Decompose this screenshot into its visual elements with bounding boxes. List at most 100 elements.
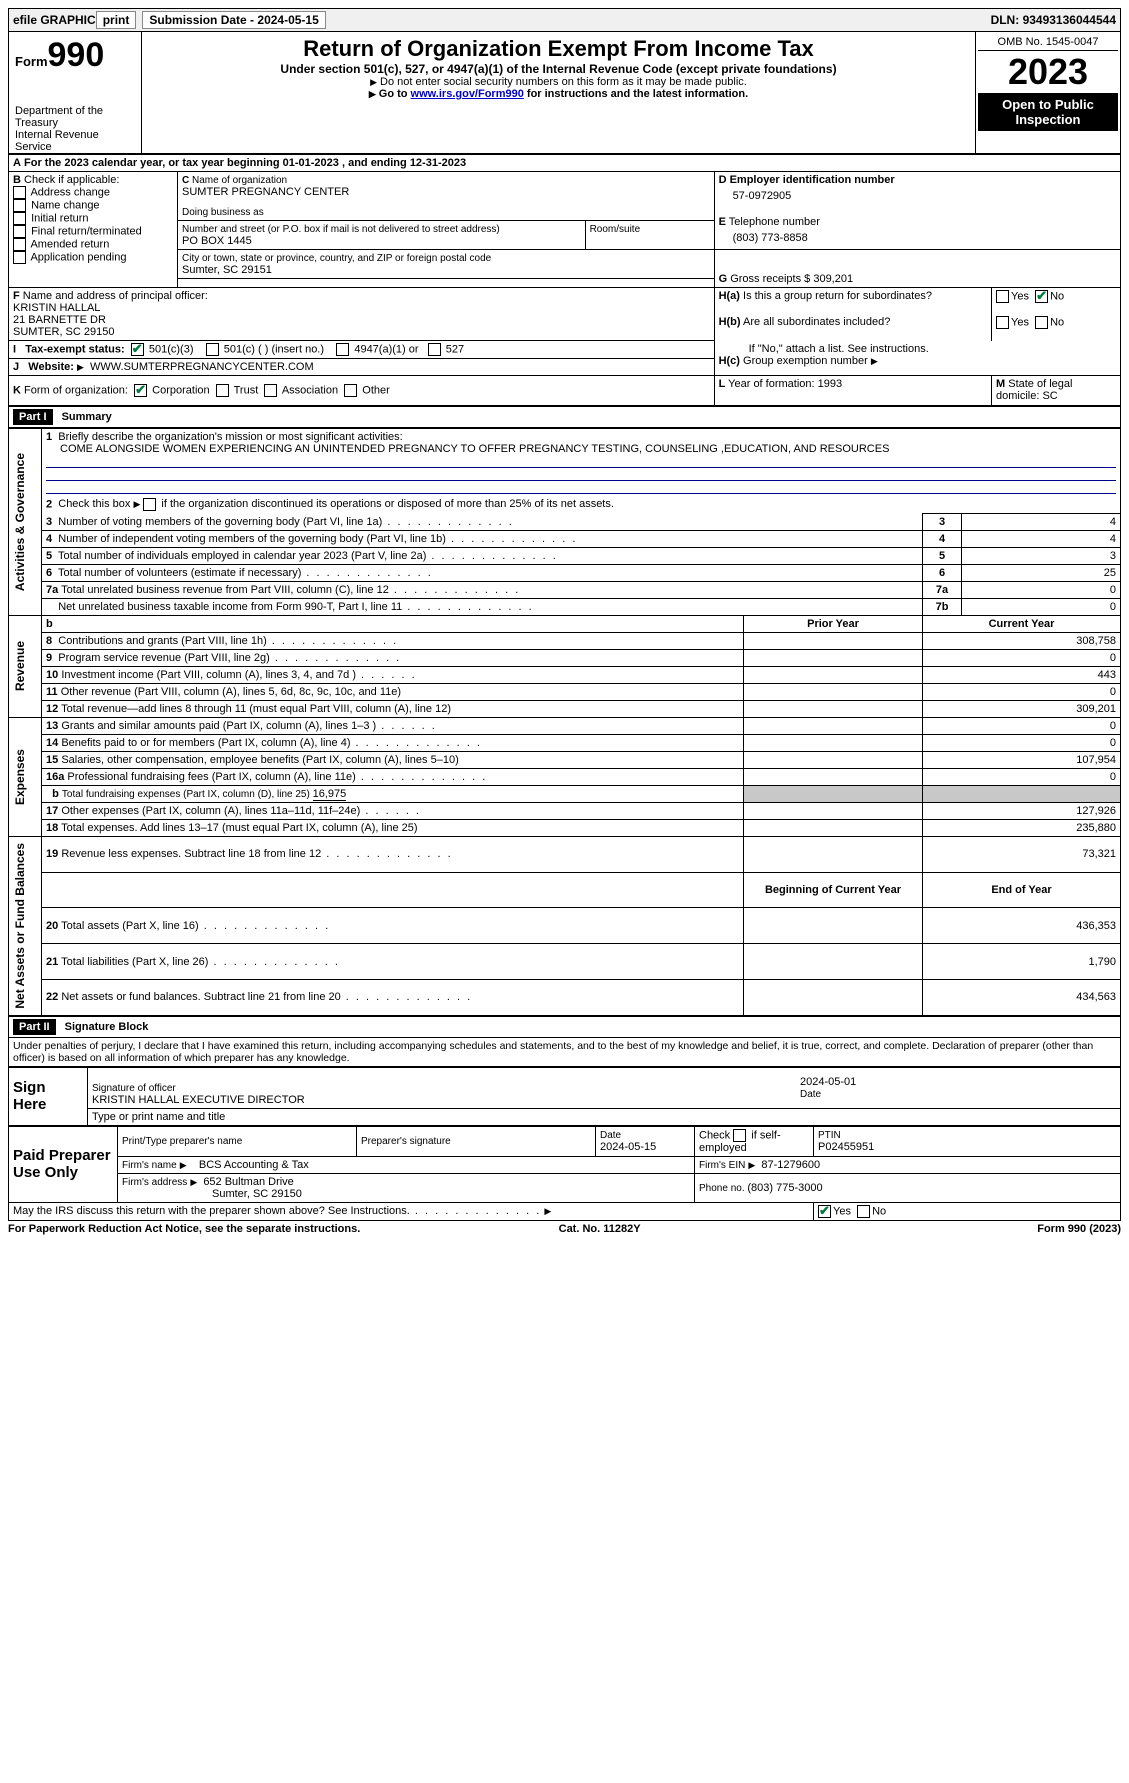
declaration: Under penalties of perjury, I declare th… (9, 1037, 1121, 1066)
chk-ha-yes[interactable] (996, 290, 1009, 303)
discuss-row: May the IRS discuss this return with the… (9, 1202, 814, 1220)
irs-label: Internal Revenue Service (15, 129, 135, 153)
chk-application-pending[interactable] (13, 251, 26, 264)
box-c-room: Room/suite (585, 221, 714, 250)
side-exp: Expenses (13, 745, 27, 809)
chk-trust[interactable] (216, 384, 229, 397)
row-a: A For the 2023 calendar year, or tax yea… (9, 155, 1121, 172)
part1: Part I Summary (8, 406, 1121, 428)
open-to-public: Open to Public Inspection (978, 93, 1118, 131)
chk-501c[interactable] (206, 343, 219, 356)
chk-amended-return[interactable] (13, 238, 26, 251)
part1-header: Part I (13, 409, 53, 425)
chk-discuss-no[interactable] (857, 1205, 870, 1218)
sign-here-block: Sign Here Signature of officerKRISTIN HA… (8, 1067, 1121, 1126)
val-19: 73,321 (923, 837, 1121, 873)
val-5: 3 (962, 548, 1121, 565)
box-l: L Year of formation: 1993 (714, 376, 991, 406)
box-c-name: C Name of organization SUMTER PREGNANCY … (178, 172, 715, 221)
chk-assoc[interactable] (264, 384, 277, 397)
chk-name-change[interactable] (13, 199, 26, 212)
chk-initial-return[interactable] (13, 212, 26, 225)
chk-corp[interactable] (134, 384, 147, 397)
box-h-note: If "No," attach a list. See instructions… (714, 341, 1120, 376)
val-12: 309,201 (923, 701, 1121, 718)
sign-date: 2024-05-01 (800, 1076, 856, 1088)
side-na: Net Assets or Fund Balances (13, 839, 27, 1013)
val-16a: 0 (923, 769, 1121, 786)
box-h-a-yn: Yes No (992, 288, 1121, 315)
chk-501c3[interactable] (131, 343, 144, 356)
officer-name: KRISTIN HALLAL EXECUTIVE DIRECTOR (92, 1094, 305, 1106)
box-h-a: H(a) Is this a group return for subordin… (714, 288, 991, 315)
org-name: SUMTER PREGNANCY CENTER (182, 186, 349, 198)
val-11: 0 (923, 684, 1121, 701)
box-d-e: D Employer identification number 57-0972… (714, 172, 1120, 250)
firm-phone: (803) 775-3000 (747, 1182, 822, 1194)
sign-here-label: Sign Here (9, 1067, 88, 1125)
dept-treasury: Department of the Treasury (15, 105, 135, 129)
footer-right: Form 990 (2023) (1037, 1223, 1121, 1235)
chk-other[interactable] (344, 384, 357, 397)
page-footer: For Paperwork Reduction Act Notice, see … (8, 1223, 1121, 1235)
box-c-city: City or town, state or province, country… (178, 250, 715, 279)
form-title: Return of Organization Exempt From Incom… (150, 36, 967, 62)
submission-date: Submission Date - 2024-05-15 (142, 11, 325, 29)
chk-discuss-yes[interactable] (818, 1205, 831, 1218)
val-7b: 0 (962, 599, 1121, 616)
box-f: F Name and address of principal officer:… (9, 288, 715, 341)
summary-table: Activities & Governance 1 Briefly descri… (8, 428, 1121, 1016)
val-9: 0 (923, 650, 1121, 667)
irs-link[interactable]: www.irs.gov/Form990 (411, 88, 524, 100)
chk-ha-no[interactable] (1035, 290, 1048, 303)
header-left: Form990 Department of the Treasury Inter… (9, 32, 142, 153)
val-4: 4 (962, 531, 1121, 548)
box-b: B Check if applicable: Address change Na… (9, 172, 178, 288)
side-ag: Activities & Governance (13, 449, 27, 595)
chk-address-change[interactable] (13, 186, 26, 199)
hdr-curr: Current Year (923, 616, 1121, 633)
paid-preparer-block: Paid Preparer Use Only Print/Type prepar… (8, 1126, 1121, 1221)
chk-line2[interactable] (143, 498, 156, 511)
val-16b: 16,975 (313, 788, 347, 801)
part2: Part II Signature Block Under penalties … (8, 1016, 1121, 1067)
val-7a: 0 (962, 582, 1121, 599)
preparer-date: 2024-05-15 (600, 1141, 656, 1153)
val-13: 0 (923, 718, 1121, 735)
top-bar: efile GRAPHIC print Submission Date - 20… (8, 8, 1121, 32)
omb-number: OMB No. 1545-0047 (978, 34, 1118, 51)
val-21: 1,790 (923, 944, 1121, 980)
box-h-b: H(b) Are all subordinates included? (714, 314, 991, 340)
val-22: 434,563 (923, 979, 1121, 1015)
footer-mid: Cat. No. 11282Y (559, 1223, 641, 1235)
website: WWW.SUMTERPREGNANCYCENTER.COM (90, 361, 314, 373)
val-8: 308,758 (923, 633, 1121, 650)
hdr-boy: Beginning of Current Year (744, 872, 923, 908)
ptin: P02455951 (818, 1141, 874, 1153)
tax-year: 2023 (978, 51, 1118, 93)
chk-self-employed[interactable] (733, 1129, 746, 1142)
val-18: 235,880 (923, 820, 1121, 837)
ein: 57-0972905 (719, 186, 1116, 216)
part2-header: Part II (13, 1019, 56, 1035)
side-rev: Revenue (13, 637, 27, 695)
gross-receipts: 309,201 (813, 273, 853, 285)
val-17: 127,926 (923, 803, 1121, 820)
val-10: 443 (923, 667, 1121, 684)
val-20: 436,353 (923, 908, 1121, 944)
box-h-b-yn: Yes No (992, 314, 1121, 340)
form-subtitle-1: Under section 501(c), 527, or 4947(a)(1)… (150, 62, 967, 76)
print-button[interactable]: print (96, 11, 137, 29)
chk-hb-yes[interactable] (996, 316, 1009, 329)
entity-block: A For the 2023 calendar year, or tax yea… (8, 154, 1121, 406)
firm-name: BCS Accounting & Tax (199, 1159, 309, 1171)
chk-final-return[interactable] (13, 225, 26, 238)
dln: DLN: 93493136044544 (991, 13, 1116, 27)
chk-4947[interactable] (336, 343, 349, 356)
chk-527[interactable] (428, 343, 441, 356)
chk-hb-no[interactable] (1035, 316, 1048, 329)
mission-text: COME ALONGSIDE WOMEN EXPERIENCING AN UNI… (46, 443, 1116, 455)
form-header: Form990 Department of the Treasury Inter… (8, 32, 1121, 154)
efile-label: efile GRAPHIC (13, 13, 96, 27)
hdr-eoy: End of Year (923, 872, 1121, 908)
